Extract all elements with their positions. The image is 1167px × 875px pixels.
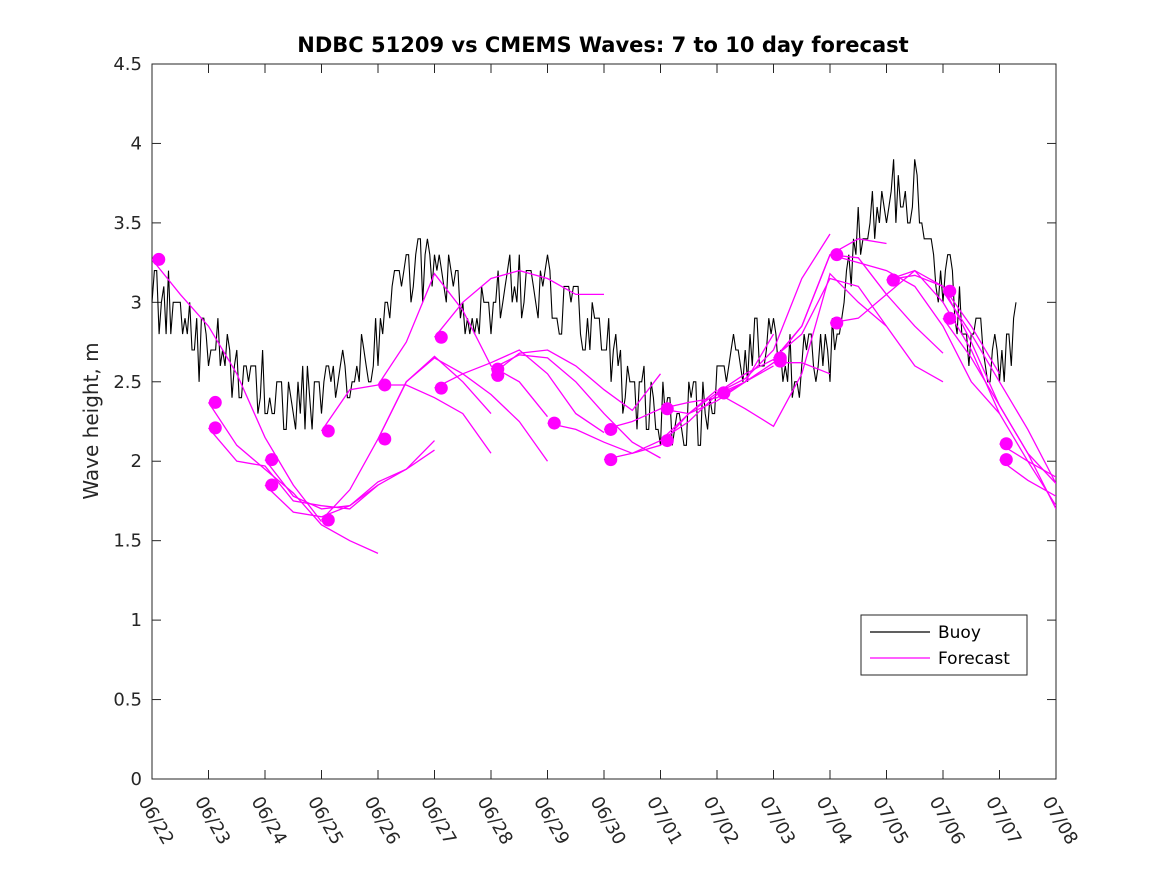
forecast-start-marker-11: [434, 330, 448, 344]
legend-box: [860, 614, 1028, 676]
x-tick-label: 07/06: [925, 793, 969, 848]
x-tick-label: 06/30: [586, 793, 630, 848]
forecast-start-marker-1: [152, 252, 166, 266]
forecast-start-marker-20: [717, 386, 731, 400]
forecast-series-line-7: [320, 384, 492, 454]
forecast-series-line-5: [264, 449, 435, 518]
forecast-start-marker-9: [378, 378, 392, 392]
y-tick-label: 2: [131, 451, 142, 472]
forecast-start-marker-3: [208, 421, 222, 435]
forecast-series-line-4: [264, 440, 435, 510]
forecast-start-marker-29: [999, 437, 1013, 451]
forecast-series-line-18: [660, 233, 831, 442]
forecast-series-line-26: [886, 269, 1056, 507]
x-tick-label: 07/07: [981, 793, 1025, 848]
y-tick-label: 3.5: [113, 213, 142, 234]
forecast-series-line-10: [434, 349, 605, 434]
forecast-series-line-21: [772, 253, 944, 362]
x-tick-label: 07/05: [868, 793, 912, 848]
forecast-series-line-30: [999, 459, 1056, 497]
forecast-start-marker-15: [604, 422, 618, 436]
x-tick-label: 06/23: [190, 793, 234, 848]
y-tick-label: 2.5: [113, 372, 142, 393]
legend: Buoy Forecast: [860, 614, 1028, 676]
forecast-series-line-28: [942, 317, 1056, 510]
forecast-series-line-6: [321, 355, 492, 521]
forecast-series-line-25: [886, 274, 1056, 484]
y-tick-label: 4: [131, 133, 142, 154]
y-axis-label: Wave height, m: [79, 342, 103, 499]
legend-label-buoy: Buoy: [938, 623, 981, 643]
forecast-series-line-11: [433, 269, 604, 338]
forecast-series-line-9: [377, 272, 549, 418]
forecast-start-marker-24: [830, 316, 844, 330]
x-tick-label: 06/27: [416, 793, 460, 848]
y-tick-label: 0.5: [113, 690, 142, 711]
forecast-start-marker-10: [434, 381, 448, 395]
forecast-start-marker-6: [321, 513, 335, 527]
forecast-start-marker-4: [265, 453, 279, 467]
y-tick-label: 0: [131, 769, 142, 790]
forecast-series-line-3: [208, 427, 379, 510]
forecast-start-marker-2: [208, 395, 222, 409]
buoy-series-line: [151, 159, 1017, 446]
y-tick-label: 3: [131, 292, 142, 313]
x-tick-label: 07/02: [699, 793, 743, 848]
forecast-series-line-20: [716, 272, 887, 428]
forecast-start-marker-17: [660, 402, 674, 416]
forecast-start-marker-22: [773, 351, 787, 365]
forecast-start-marker-30: [999, 453, 1013, 467]
x-tick-label: 06/24: [247, 793, 291, 848]
forecast-start-marker-7: [321, 424, 335, 438]
forecast-start-marker-23: [830, 248, 844, 262]
y-tick-label: 1.5: [113, 531, 142, 552]
forecast-series-line-27: [942, 290, 1056, 484]
forecast-start-marker-8: [378, 432, 392, 446]
y-tick-label: 1: [131, 610, 142, 631]
forecast-series-line-17: [660, 362, 831, 415]
x-tick-label: 07/08: [1038, 793, 1082, 848]
x-tick-label: 06/29: [529, 793, 573, 848]
forecast-series-line-1: [152, 258, 323, 522]
x-tick-label: 07/03: [755, 793, 799, 848]
y-tick-label: 4.5: [113, 54, 142, 75]
forecast-start-marker-27: [943, 284, 957, 298]
forecast-series-line-23: [829, 254, 1000, 415]
forecast-start-marker-14: [547, 416, 561, 430]
forecast-series-line-2: [207, 402, 379, 554]
x-tick-label: 07/01: [642, 793, 686, 848]
forecast-series-line-12: [490, 354, 661, 459]
chart-title: NDBC 51209 vs CMEMS Waves: 7 to 10 day f…: [297, 33, 908, 57]
x-tick-label: 06/26: [360, 793, 404, 848]
forecast-start-marker-26: [886, 273, 900, 287]
forecast-start-marker-13: [491, 368, 505, 382]
forecast-start-marker-5: [265, 478, 279, 492]
forecast-start-marker-28: [943, 311, 957, 325]
x-tick-label: 07/04: [812, 793, 856, 848]
x-tick-label: 06/25: [303, 793, 347, 848]
forecast-start-marker-16: [604, 453, 618, 467]
plot-area: 0 0.5 1 1.5 2 2.5 3 3.5 4 4.5 06/22 06/23 06/24 06/25…: [113, 54, 1081, 848]
forecast-series-line-22: [773, 277, 944, 383]
forecast-start-marker-18: [660, 434, 674, 448]
x-tick-label: 06/28: [473, 793, 517, 848]
x-tick-label: 06/22: [134, 793, 178, 848]
legend-label-forecast: Forecast: [938, 649, 1010, 669]
forecast-series-line-13: [490, 349, 662, 412]
